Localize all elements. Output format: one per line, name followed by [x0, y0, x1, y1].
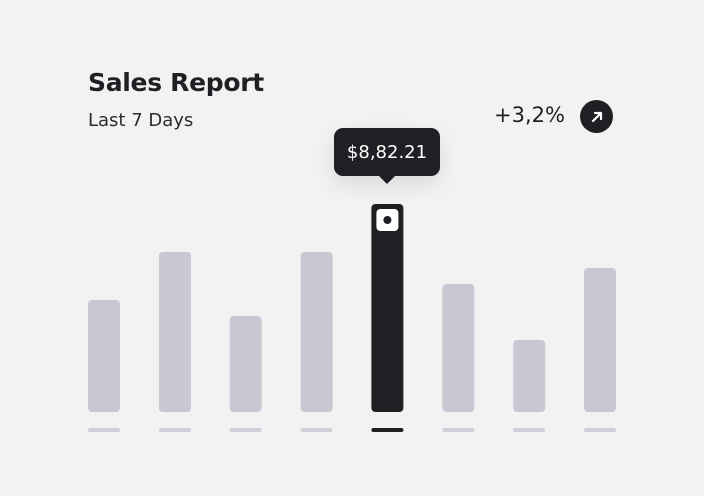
- x-tick-3: [300, 428, 333, 432]
- x-tick-2: [229, 428, 262, 432]
- chart-title: Sales Report: [88, 68, 264, 97]
- x-tick-6: [513, 428, 546, 432]
- x-tick-7: [584, 428, 616, 432]
- bar-6[interactable]: [513, 340, 546, 412]
- arrow-up-right-icon: [591, 111, 602, 122]
- bar-2[interactable]: [229, 316, 262, 412]
- change-percentage: +3,2%: [494, 103, 565, 127]
- chart-subtitle: Last 7 Days: [88, 110, 194, 131]
- bar-5[interactable]: [442, 284, 475, 412]
- bar-3[interactable]: [300, 252, 333, 412]
- bar-4[interactable]: [371, 204, 404, 412]
- value-tooltip: $8,82.21: [334, 128, 440, 184]
- x-tick-5: [442, 428, 475, 432]
- active-point-dot: [383, 216, 392, 224]
- x-tick-0: [88, 428, 120, 432]
- bar-0[interactable]: [88, 300, 120, 412]
- bar-1[interactable]: [158, 252, 191, 412]
- x-tick-4: [371, 428, 404, 432]
- trend-button[interactable]: [580, 100, 613, 133]
- x-tick-1: [158, 428, 191, 432]
- bar-7[interactable]: [584, 268, 616, 412]
